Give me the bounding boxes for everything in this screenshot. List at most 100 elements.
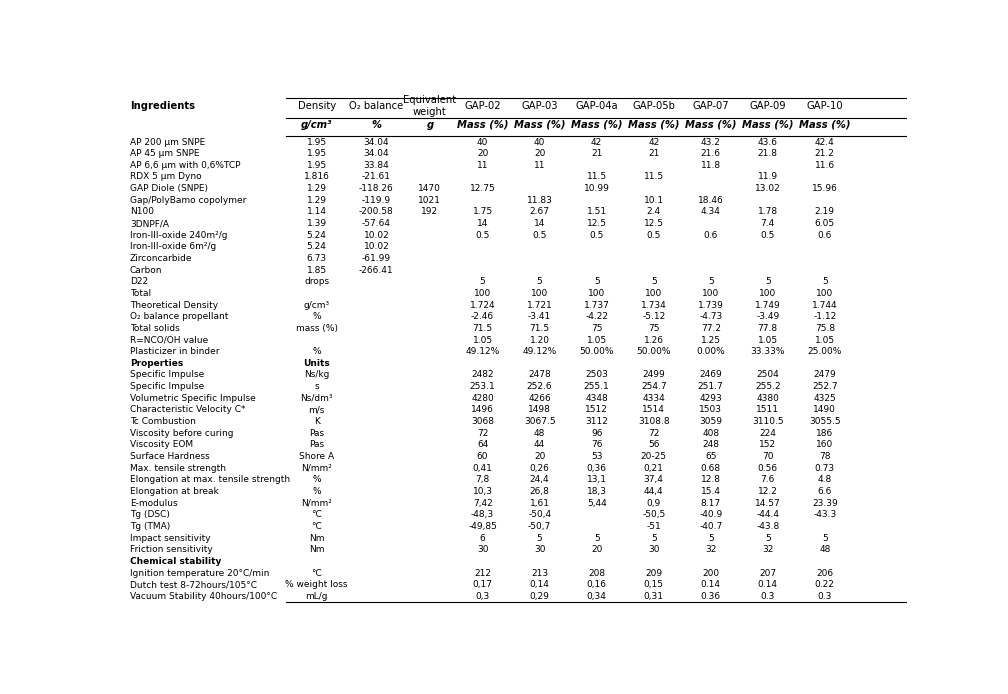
Text: 1.26: 1.26	[644, 336, 663, 344]
Text: 0.56: 0.56	[758, 464, 778, 473]
Text: 7,8: 7,8	[476, 475, 490, 484]
Text: 5: 5	[537, 278, 542, 287]
Text: 21: 21	[591, 149, 603, 158]
Text: 33.84: 33.84	[364, 161, 389, 170]
Text: 0.22: 0.22	[814, 580, 835, 589]
Text: 50.00%: 50.00%	[580, 347, 614, 356]
Text: 100: 100	[759, 289, 776, 298]
Text: GAP-07: GAP-07	[692, 101, 729, 111]
Text: GAP-10: GAP-10	[806, 101, 843, 111]
Text: 2503: 2503	[586, 371, 608, 380]
Text: 21.8: 21.8	[758, 149, 778, 158]
Text: 11.9: 11.9	[758, 172, 778, 181]
Text: 248: 248	[703, 441, 720, 450]
Text: GAP-03: GAP-03	[521, 101, 557, 111]
Text: 21: 21	[648, 149, 659, 158]
Text: -2.46: -2.46	[471, 312, 494, 321]
Text: -50,5: -50,5	[642, 510, 665, 519]
Text: 1.05: 1.05	[758, 336, 778, 344]
Text: Nm: Nm	[308, 534, 325, 543]
Text: 21.6: 21.6	[701, 149, 721, 158]
Text: 32: 32	[762, 545, 773, 555]
Text: Ns/dm³: Ns/dm³	[300, 393, 333, 403]
Text: 253.1: 253.1	[470, 382, 496, 391]
Text: -5.12: -5.12	[642, 312, 665, 321]
Text: 0,34: 0,34	[587, 592, 607, 601]
Text: 96: 96	[591, 429, 603, 438]
Text: -50,4: -50,4	[528, 510, 551, 519]
Text: 5: 5	[594, 278, 600, 287]
Text: 4380: 4380	[756, 393, 779, 403]
Text: 13,1: 13,1	[587, 475, 607, 484]
Text: Zirconcarbide: Zirconcarbide	[130, 254, 193, 263]
Text: -40.7: -40.7	[700, 522, 723, 531]
Text: 4334: 4334	[642, 393, 665, 403]
Text: E-modulus: E-modulus	[130, 499, 177, 507]
Text: 15.96: 15.96	[811, 184, 838, 193]
Text: 0,26: 0,26	[530, 464, 549, 473]
Text: Specific Impulse: Specific Impulse	[130, 371, 205, 380]
Text: Carbon: Carbon	[130, 266, 162, 275]
Text: 1503: 1503	[700, 405, 722, 414]
Text: -119.9: -119.9	[362, 196, 391, 205]
Text: 2504: 2504	[756, 371, 779, 380]
Text: 30: 30	[648, 545, 659, 555]
Text: mL/g: mL/g	[305, 592, 328, 601]
Text: 5: 5	[708, 278, 714, 287]
Text: GAP-09: GAP-09	[749, 101, 786, 111]
Text: 224: 224	[759, 429, 776, 438]
Text: GAP Diole (SNPE): GAP Diole (SNPE)	[130, 184, 208, 193]
Text: Pas: Pas	[309, 429, 325, 438]
Text: 1514: 1514	[642, 405, 665, 414]
Text: 10.02: 10.02	[364, 242, 389, 251]
Text: GAP-05b: GAP-05b	[632, 101, 675, 111]
Text: 5: 5	[822, 278, 828, 287]
Text: Mass (%): Mass (%)	[628, 120, 679, 130]
Text: 1.51: 1.51	[587, 208, 607, 217]
Text: 5: 5	[594, 534, 600, 543]
Text: -4.22: -4.22	[586, 312, 608, 321]
Text: O₂ balance propellant: O₂ balance propellant	[130, 312, 228, 321]
Text: 5: 5	[537, 534, 542, 543]
Text: 1512: 1512	[586, 405, 608, 414]
Text: °C: °C	[311, 568, 322, 577]
Text: 7.6: 7.6	[761, 475, 775, 484]
Text: 1.95: 1.95	[306, 161, 327, 170]
Text: 12.75: 12.75	[470, 184, 496, 193]
Text: 1496: 1496	[471, 405, 494, 414]
Text: 65: 65	[705, 452, 717, 461]
Text: Properties: Properties	[130, 359, 183, 368]
Text: 12.2: 12.2	[758, 487, 778, 496]
Text: 37,4: 37,4	[644, 475, 663, 484]
Text: 8.17: 8.17	[701, 499, 721, 507]
Text: 56: 56	[648, 441, 659, 450]
Text: 3DNPF/A: 3DNPF/A	[130, 219, 169, 228]
Text: -3.49: -3.49	[756, 312, 779, 321]
Text: g: g	[426, 120, 433, 130]
Text: 0.5: 0.5	[646, 230, 661, 239]
Text: 11: 11	[534, 161, 545, 170]
Text: 77.2: 77.2	[701, 324, 721, 333]
Text: 6.73: 6.73	[306, 254, 327, 263]
Text: Iron-III-oxide 240m²/g: Iron-III-oxide 240m²/g	[130, 230, 228, 239]
Text: Total: Total	[130, 289, 151, 298]
Text: %: %	[371, 120, 381, 130]
Text: 1.95: 1.95	[306, 149, 327, 158]
Text: 1.29: 1.29	[306, 196, 327, 205]
Text: 100: 100	[703, 289, 720, 298]
Text: -21.61: -21.61	[362, 172, 391, 181]
Text: Viscosity before curing: Viscosity before curing	[130, 429, 234, 438]
Text: 2482: 2482	[472, 371, 494, 380]
Text: Shore A: Shore A	[299, 452, 335, 461]
Text: 34.04: 34.04	[364, 149, 389, 158]
Text: Characteristic Velocity C*: Characteristic Velocity C*	[130, 405, 245, 414]
Text: %: %	[312, 487, 321, 496]
Text: -57.64: -57.64	[362, 219, 391, 228]
Text: Elongation at break: Elongation at break	[130, 487, 219, 496]
Text: 44: 44	[534, 441, 545, 450]
Text: 212: 212	[474, 568, 491, 577]
Text: 4348: 4348	[586, 393, 608, 403]
Text: 75: 75	[591, 324, 603, 333]
Text: 0,3: 0,3	[476, 592, 490, 601]
Text: 3067.5: 3067.5	[524, 417, 555, 426]
